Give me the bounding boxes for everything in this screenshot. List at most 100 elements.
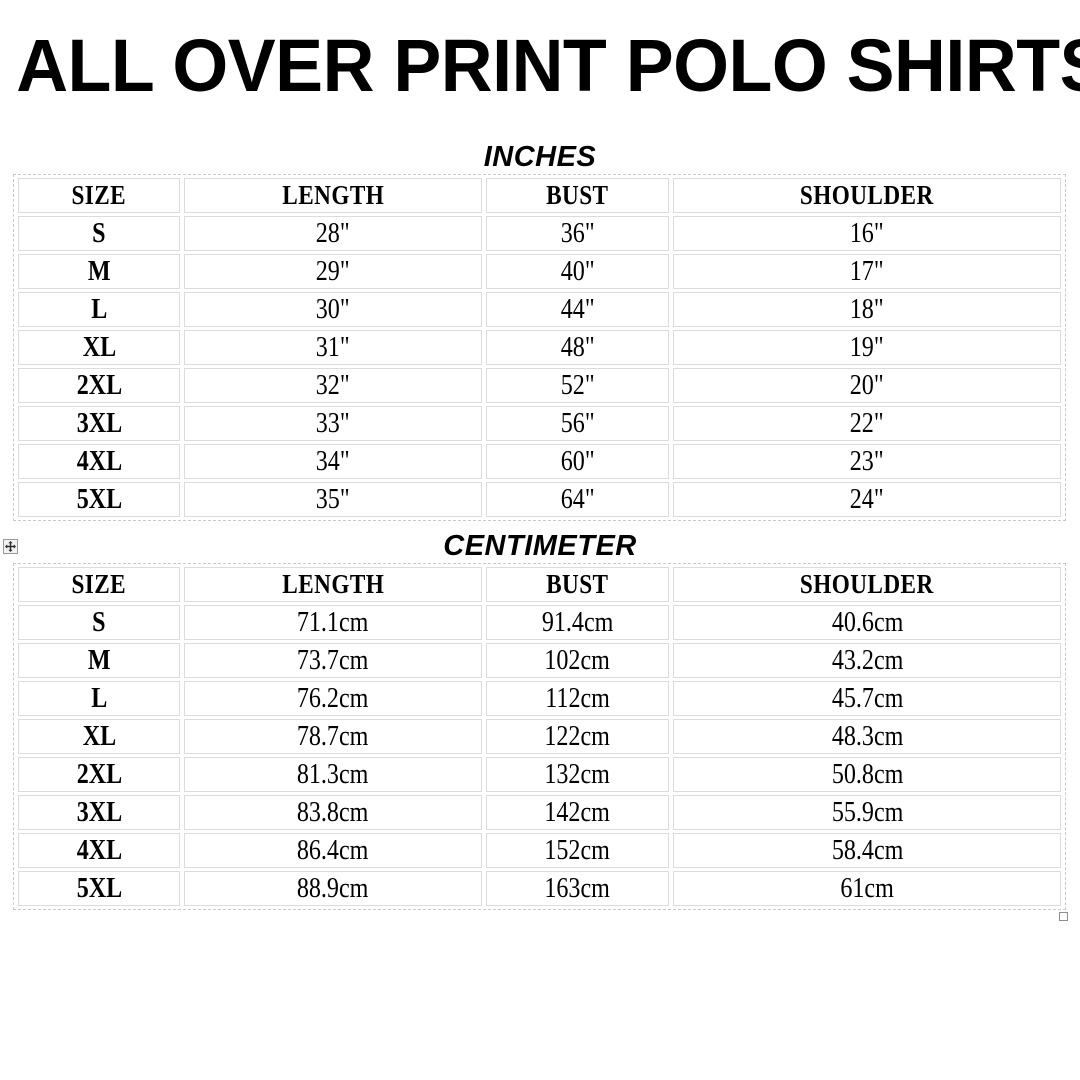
cell-bust: 132cm <box>485 757 670 792</box>
column-header-bust: BUST <box>485 178 670 213</box>
cell-bust: 48" <box>485 330 670 365</box>
cell-shoulder: 19" <box>673 330 1061 365</box>
table-row: M 73.7cm 102cm 43.2cm <box>18 643 1061 678</box>
table-row: 4XL 86.4cm 152cm 58.4cm <box>18 833 1061 868</box>
cell-length: 81.3cm <box>184 757 482 792</box>
cell-shoulder: 18" <box>673 292 1061 327</box>
table-row: L 30" 44" 18" <box>18 292 1061 327</box>
inches-table-container: SIZE LENGTH BUST SHOULDER S 28" 36" 16" … <box>13 174 1066 521</box>
cell-length: 35" <box>184 482 482 517</box>
column-header-size: SIZE <box>18 567 181 602</box>
cell-size: 3XL <box>18 406 181 441</box>
cell-length: 86.4cm <box>184 833 482 868</box>
column-header-bust: BUST <box>485 567 670 602</box>
table-resize-handle[interactable] <box>1059 912 1068 921</box>
cell-bust: 122cm <box>485 719 670 754</box>
centimeter-table-body: S 71.1cm 91.4cm 40.6cm M 73.7cm 102cm 43… <box>18 605 1061 906</box>
cell-bust: 142cm <box>485 795 670 830</box>
cell-length: 73.7cm <box>184 643 482 678</box>
cell-bust: 56" <box>485 406 670 441</box>
cell-length: 83.8cm <box>184 795 482 830</box>
cell-size: 2XL <box>18 757 181 792</box>
cell-length: 28" <box>184 216 482 251</box>
cell-bust: 102cm <box>485 643 670 678</box>
cell-shoulder: 22" <box>673 406 1061 441</box>
cell-length: 34" <box>184 444 482 479</box>
cell-bust: 163cm <box>485 871 670 906</box>
cell-size: L <box>18 292 181 327</box>
cell-size: 2XL <box>18 368 181 403</box>
table-header-row: SIZE LENGTH BUST SHOULDER <box>18 178 1061 213</box>
cell-length: 76.2cm <box>184 681 482 716</box>
table-row: 3XL 33" 56" 22" <box>18 406 1061 441</box>
cell-size: 3XL <box>18 795 181 830</box>
cell-size: M <box>18 643 181 678</box>
cell-size: XL <box>18 719 181 754</box>
table-header-row: SIZE LENGTH BUST SHOULDER <box>18 567 1061 602</box>
cell-shoulder: 58.4cm <box>673 833 1061 868</box>
column-header-shoulder: SHOULDER <box>673 178 1061 213</box>
cell-length: 29" <box>184 254 482 289</box>
cell-bust: 91.4cm <box>485 605 670 640</box>
cell-bust: 152cm <box>485 833 670 868</box>
inches-size-table: SIZE LENGTH BUST SHOULDER S 28" 36" 16" … <box>14 175 1065 520</box>
cell-bust: 60" <box>485 444 670 479</box>
cell-size: S <box>18 605 181 640</box>
centimeter-table-head: SIZE LENGTH BUST SHOULDER <box>18 567 1061 602</box>
cell-bust: 44" <box>485 292 670 327</box>
cell-size: 4XL <box>18 444 181 479</box>
centimeter-caption: CENTIMETER <box>443 530 637 562</box>
cell-bust: 112cm <box>485 681 670 716</box>
cell-length: 32" <box>184 368 482 403</box>
cell-bust: 40" <box>485 254 670 289</box>
inches-table-head: SIZE LENGTH BUST SHOULDER <box>18 178 1061 213</box>
table-row: M 29" 40" 17" <box>18 254 1061 289</box>
cell-size: M <box>18 254 181 289</box>
cell-size: 4XL <box>18 833 181 868</box>
cell-size: 5XL <box>18 871 181 906</box>
centimeter-size-table: SIZE LENGTH BUST SHOULDER S 71.1cm 91.4c… <box>14 564 1065 909</box>
table-row: XL 78.7cm 122cm 48.3cm <box>18 719 1061 754</box>
cell-shoulder: 48.3cm <box>673 719 1061 754</box>
table-row: XL 31" 48" 19" <box>18 330 1061 365</box>
cell-shoulder: 45.7cm <box>673 681 1061 716</box>
cell-shoulder: 23" <box>673 444 1061 479</box>
table-move-handle[interactable] <box>3 539 18 554</box>
table-row: 2XL 32" 52" 20" <box>18 368 1061 403</box>
cell-length: 71.1cm <box>184 605 482 640</box>
cell-length: 30" <box>184 292 482 327</box>
inches-table-body: S 28" 36" 16" M 29" 40" 17" L 30" 44" 18… <box>18 216 1061 517</box>
table-row: S 28" 36" 16" <box>18 216 1061 251</box>
cell-shoulder: 50.8cm <box>673 757 1061 792</box>
cell-bust: 64" <box>485 482 670 517</box>
table-row: 5XL 35" 64" 24" <box>18 482 1061 517</box>
column-header-length: LENGTH <box>184 178 482 213</box>
inches-caption: INCHES <box>483 141 597 173</box>
cell-size: S <box>18 216 181 251</box>
cell-shoulder: 17" <box>673 254 1061 289</box>
cell-length: 78.7cm <box>184 719 482 754</box>
cell-size: L <box>18 681 181 716</box>
cell-shoulder: 40.6cm <box>673 605 1061 640</box>
table-row: 4XL 34" 60" 23" <box>18 444 1061 479</box>
cell-bust: 36" <box>485 216 670 251</box>
cell-length: 33" <box>184 406 482 441</box>
cell-length: 88.9cm <box>184 871 482 906</box>
table-row: S 71.1cm 91.4cm 40.6cm <box>18 605 1061 640</box>
table-row: 3XL 83.8cm 142cm 55.9cm <box>18 795 1061 830</box>
cell-shoulder: 16" <box>673 216 1061 251</box>
column-header-shoulder: SHOULDER <box>673 567 1061 602</box>
cell-length: 31" <box>184 330 482 365</box>
cell-shoulder: 61cm <box>673 871 1061 906</box>
centimeter-table-container: SIZE LENGTH BUST SHOULDER S 71.1cm 91.4c… <box>13 563 1066 910</box>
cell-size: XL <box>18 330 181 365</box>
cell-size: 5XL <box>18 482 181 517</box>
cell-bust: 52" <box>485 368 670 403</box>
table-row: 5XL 88.9cm 163cm 61cm <box>18 871 1061 906</box>
page-title: ALL OVER PRINT POLO SHIRTS <box>16 24 1080 107</box>
cell-shoulder: 43.2cm <box>673 643 1061 678</box>
cell-shoulder: 20" <box>673 368 1061 403</box>
move-cross-icon <box>5 541 16 552</box>
cell-shoulder: 55.9cm <box>673 795 1061 830</box>
cell-shoulder: 24" <box>673 482 1061 517</box>
